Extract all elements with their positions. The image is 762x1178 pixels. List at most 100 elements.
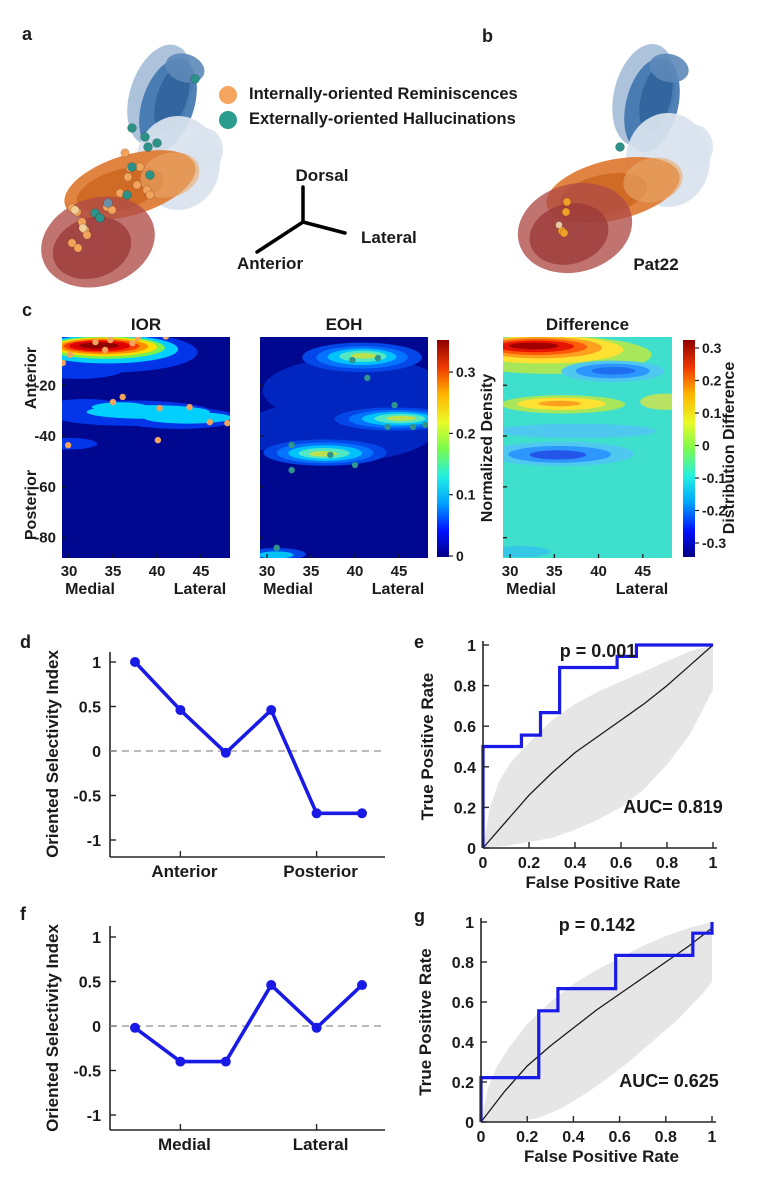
roc_anterior_posterior-x-tick-label: 0.2 xyxy=(518,855,540,872)
axis-triad-lateral-label: Lateral xyxy=(361,228,417,247)
heatmap-eoh-scatter-dot xyxy=(374,354,382,362)
heatmap-ior-x-tick-label: 45 xyxy=(193,563,210,580)
ior-electrode-dot xyxy=(132,180,142,190)
heatmap-difference-x-tick-label: 30 xyxy=(502,563,519,580)
panel-label-c: c xyxy=(22,300,33,320)
roc_medial_lateral-roc-curve xyxy=(479,922,714,1122)
heatmap-ior-y-tick-label: -40 xyxy=(34,428,56,445)
ior-electrode-dot xyxy=(123,172,133,182)
heatmap-difference-contour xyxy=(503,546,551,558)
legend-label-eoh: Externally-oriented Hallucinations xyxy=(249,110,516,128)
heatmap-difference-medial-label: Medial xyxy=(506,581,556,598)
heatmap-ior xyxy=(62,337,230,558)
heatmap-ior-scatter-dot xyxy=(186,403,193,411)
heatmap-difference-contour xyxy=(538,400,581,407)
osi_anterior_posterior-x-tick-label: Anterior xyxy=(151,862,218,881)
heatmap-difference-x-tick-label: 35 xyxy=(546,563,563,580)
colorbar_difference-tick-label: -0.1 xyxy=(702,470,726,486)
heatmap-ior-medial-label: Medial xyxy=(65,581,115,598)
roc_anterior_posterior-y-tick-label: 0.4 xyxy=(454,760,476,777)
roc_medial_lateral-x-tick-label: 1 xyxy=(708,1129,717,1146)
brain-gray-bump xyxy=(677,125,713,169)
legend-label-ior: Internally-oriented Reminiscences xyxy=(249,85,518,103)
eoh-electrode-dot xyxy=(127,123,137,133)
osi_medial_lateral-ylabel: Oriented Selectivity Index xyxy=(43,924,62,1132)
osi_anterior_posterior-point xyxy=(311,808,322,819)
colorbar_difference-tick-label: 0.3 xyxy=(702,340,722,356)
roc_anterior_posterior-x-tick-label: 0.6 xyxy=(610,855,632,872)
ior-electrode-dot-light xyxy=(78,223,88,233)
roc_anterior_posterior-ylabel: True Positive Rate xyxy=(418,673,437,820)
legend-item-ior: Internally-oriented Reminiscences xyxy=(219,82,518,107)
heatmap-eoh-contour xyxy=(260,551,294,558)
roc_anterior_posterior-chance-line xyxy=(482,644,714,849)
heatmap-ior-scatter-dot xyxy=(119,393,126,401)
heatmap-difference-title: Difference xyxy=(546,315,629,334)
heatmap-eoh-scatter-dot xyxy=(349,356,356,364)
brain-orange-light xyxy=(140,152,200,198)
axis-triad-dorsal-label: Dorsal xyxy=(296,166,349,185)
heatmap-ior-scatter-dot xyxy=(154,436,162,444)
colorbar_difference-tick-label: 0 xyxy=(702,438,710,454)
osi_anterior_posterior-point xyxy=(175,705,186,716)
osi_medial_lateral-y-tick-label: 1 xyxy=(92,930,101,947)
legend: Internally-oriented Reminiscences Extern… xyxy=(219,82,518,132)
ior-electrode-dot xyxy=(135,162,145,172)
colorbar_density-tick-label: 0.2 xyxy=(456,425,476,441)
roc_medial_lateral-confidence-band xyxy=(481,922,712,1122)
ior-electrode-dot xyxy=(559,228,569,238)
roc_medial_lateral-x-tick-label: 0.2 xyxy=(516,1129,538,1146)
heatmap-difference-contour xyxy=(509,342,559,350)
heatmap-ior-contour xyxy=(91,402,149,412)
heatmap-ior-scatter-dot xyxy=(162,337,169,340)
osi_anterior_posterior-point xyxy=(220,747,231,758)
ior-legend-dot-icon xyxy=(219,85,237,104)
panel-b-brain xyxy=(517,44,713,274)
roc_anterior_posterior-auc-label: AUC= 0.819 xyxy=(623,797,723,817)
osi_medial_lateral-point xyxy=(220,1056,231,1067)
heatmap-ior-scatter-dot xyxy=(64,442,72,449)
ior-electrode-dot xyxy=(73,243,83,253)
heatmap-ior-y-tick-label: -80 xyxy=(34,530,56,547)
roc_medial_lateral-y-tick-label: 0.8 xyxy=(452,955,474,972)
eoh-legend-dot-icon xyxy=(219,110,237,129)
ior-electrode-dot xyxy=(82,230,92,240)
heatmap-difference-contour xyxy=(591,366,636,375)
heatmap-ior-x-tick-label: 40 xyxy=(149,563,166,580)
colorbar_density-tick-label: 0.1 xyxy=(456,487,476,503)
heatmap-difference-contour xyxy=(529,450,587,460)
brain-blue-core xyxy=(154,65,190,131)
heatmap-eoh-scatter-dot xyxy=(273,544,280,552)
roc_anterior_posterior-x-tick-label: 0 xyxy=(479,855,488,872)
brain-blue-cap xyxy=(649,53,689,83)
heatmap-eoh-x-tick-label: 30 xyxy=(259,563,276,580)
heatmap-difference-contour xyxy=(503,423,657,439)
heatmap-ior-scatter-dot xyxy=(156,404,163,412)
roc_medial_lateral-xlabel: False Positive Rate xyxy=(524,1147,679,1166)
roc_medial_lateral-y-tick-label: 1 xyxy=(465,915,474,932)
roc_anterior_posterior-roc-curve xyxy=(481,643,713,848)
heatmap-ior-lateral-label: Lateral xyxy=(174,581,226,598)
ior-electrode-dot xyxy=(145,190,155,200)
osi_anterior_posterior-point xyxy=(266,705,277,716)
axis-triad-lines xyxy=(255,185,347,254)
panel-a-brain xyxy=(41,44,223,288)
roc_anterior_posterior-y-tick-label: 0.2 xyxy=(454,800,476,817)
heatmap-difference-x-tick-label: 45 xyxy=(634,563,651,580)
heatmap-ior-scatter-dot xyxy=(109,398,117,406)
colorbar_difference-tick-label: -0.3 xyxy=(702,535,726,551)
osi_medial_lateral-point xyxy=(175,1056,186,1067)
osi_anterior_posterior-y-tick-label: -0.5 xyxy=(73,789,101,806)
heatmap-ior-y-tick-label: -20 xyxy=(34,377,56,394)
ior-electrode-dot xyxy=(562,197,572,207)
heatmap-ior-posterior-label: Posterior xyxy=(23,470,40,540)
colorbar_difference-bar xyxy=(683,340,695,557)
heatmap-difference-x-tick-label: 40 xyxy=(590,563,607,580)
osi_medial_lateral-y-tick-label: -1 xyxy=(87,1108,101,1125)
osi_anterior_posterior-x-tick-label: Posterior xyxy=(283,862,358,881)
heatmap-eoh-scatter-dot xyxy=(422,421,428,429)
heatmap-ior-scatter-dot xyxy=(206,418,213,426)
heatmap-ior-scatter-dot xyxy=(101,346,109,354)
colorbar_difference-label: Distribution Difference xyxy=(721,362,738,535)
